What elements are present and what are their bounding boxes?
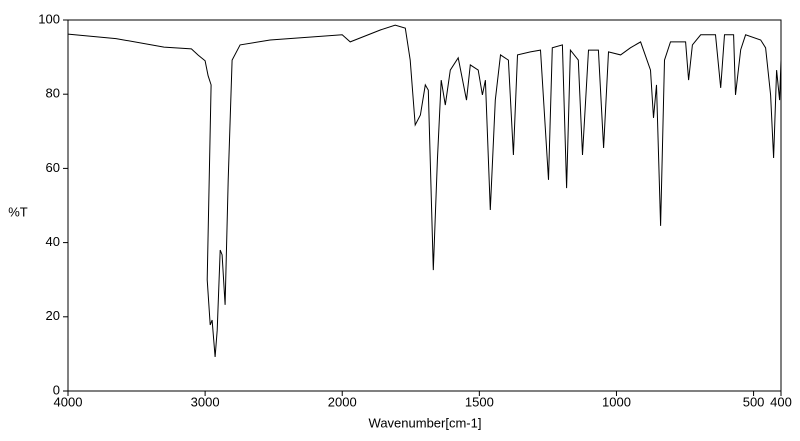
y-tick-label: 100 xyxy=(38,11,60,26)
x-tick-label: 400 xyxy=(770,394,792,409)
y-tick-label: 0 xyxy=(53,382,60,397)
x-axis-label: Wavenumber[cm-1] xyxy=(369,415,482,430)
y-tick-label: 20 xyxy=(46,308,60,323)
y-axis-label: %T xyxy=(8,204,28,219)
x-tick-label: 2000 xyxy=(328,394,357,409)
x-tick-label: 1500 xyxy=(465,394,494,409)
x-tick-label: 500 xyxy=(743,394,765,409)
y-tick-label: 40 xyxy=(46,234,60,249)
x-tick-label: 3000 xyxy=(191,394,220,409)
x-tick-label: 1000 xyxy=(602,394,631,409)
plot-frame xyxy=(67,19,782,392)
y-tick-label: 80 xyxy=(46,86,60,101)
y-tick-label: 60 xyxy=(46,160,60,175)
spectrum-line xyxy=(67,24,782,357)
x-tick-label: 4000 xyxy=(54,394,83,409)
